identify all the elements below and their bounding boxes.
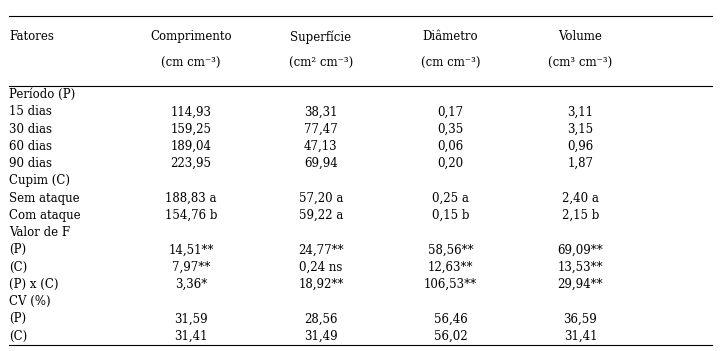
- Text: CV (%): CV (%): [9, 295, 51, 308]
- Text: Valor de F: Valor de F: [9, 226, 71, 239]
- Text: 77,47: 77,47: [304, 122, 337, 135]
- Text: 56,46: 56,46: [434, 312, 467, 325]
- Text: 2,40 a: 2,40 a: [562, 192, 599, 205]
- Text: Com ataque: Com ataque: [9, 209, 81, 222]
- Text: Diâmetro: Diâmetro: [423, 30, 479, 44]
- Text: (P): (P): [9, 243, 27, 256]
- Text: 3,15: 3,15: [567, 122, 593, 135]
- Text: 189,04: 189,04: [171, 140, 211, 153]
- Text: 58,56**: 58,56**: [428, 243, 474, 256]
- Text: 18,92**: 18,92**: [298, 278, 343, 291]
- Text: 188,83 a: 188,83 a: [165, 192, 217, 205]
- Text: 30 dias: 30 dias: [9, 122, 53, 135]
- Text: Período (P): Período (P): [9, 88, 76, 101]
- Text: 7,97**: 7,97**: [172, 260, 211, 273]
- Text: 47,13: 47,13: [304, 140, 337, 153]
- Text: 31,41: 31,41: [174, 330, 208, 343]
- Text: 3,11: 3,11: [567, 105, 593, 118]
- Text: 69,94: 69,94: [304, 157, 337, 170]
- Text: 159,25: 159,25: [171, 122, 211, 135]
- Text: 60 dias: 60 dias: [9, 140, 53, 153]
- Text: 12,63**: 12,63**: [428, 260, 474, 273]
- Text: 223,95: 223,95: [171, 157, 211, 170]
- Text: Comprimento: Comprimento: [150, 30, 232, 44]
- Text: 0,24 ns: 0,24 ns: [299, 260, 342, 273]
- Text: 28,56: 28,56: [304, 312, 337, 325]
- Text: 106,53**: 106,53**: [424, 278, 477, 291]
- Text: Fatores: Fatores: [9, 30, 54, 44]
- Text: 13,53**: 13,53**: [557, 260, 603, 273]
- Text: 56,02: 56,02: [434, 330, 467, 343]
- Text: 29,94**: 29,94**: [557, 278, 603, 291]
- Text: 14,51**: 14,51**: [168, 243, 214, 256]
- Text: 0,35: 0,35: [438, 122, 464, 135]
- Text: (cm³ cm⁻³): (cm³ cm⁻³): [548, 57, 613, 70]
- Text: 31,41: 31,41: [564, 330, 597, 343]
- Text: Sem ataque: Sem ataque: [9, 192, 80, 205]
- Text: 1,87: 1,87: [567, 157, 593, 170]
- Text: 57,20 a: 57,20 a: [298, 192, 343, 205]
- Text: Cupim (C): Cupim (C): [9, 174, 71, 187]
- Text: 15 dias: 15 dias: [9, 105, 52, 118]
- Text: Volume: Volume: [559, 30, 602, 44]
- Text: 0,17: 0,17: [438, 105, 464, 118]
- Text: 0,20: 0,20: [438, 157, 464, 170]
- Text: (C): (C): [9, 330, 27, 343]
- Text: 31,49: 31,49: [304, 330, 337, 343]
- Text: 2,15 b: 2,15 b: [562, 209, 599, 222]
- Text: 154,76 b: 154,76 b: [165, 209, 217, 222]
- Text: 38,31: 38,31: [304, 105, 337, 118]
- Text: (cm cm⁻³): (cm cm⁻³): [162, 57, 221, 70]
- Text: 36,59: 36,59: [564, 312, 597, 325]
- Text: 114,93: 114,93: [171, 105, 211, 118]
- Text: (P): (P): [9, 312, 27, 325]
- Text: 59,22 a: 59,22 a: [298, 209, 343, 222]
- Text: 90 dias: 90 dias: [9, 157, 53, 170]
- Text: (C): (C): [9, 260, 27, 273]
- Text: 0,25 a: 0,25 a: [432, 192, 469, 205]
- Text: 0,06: 0,06: [438, 140, 464, 153]
- Text: 3,36*: 3,36*: [175, 278, 207, 291]
- Text: (P) x (C): (P) x (C): [9, 278, 59, 291]
- Text: (cm² cm⁻³): (cm² cm⁻³): [288, 57, 353, 70]
- Text: Superfície: Superfície: [291, 30, 351, 44]
- Text: (cm cm⁻³): (cm cm⁻³): [421, 57, 480, 70]
- Text: 31,59: 31,59: [174, 312, 208, 325]
- Text: 0,96: 0,96: [567, 140, 593, 153]
- Text: 0,15 b: 0,15 b: [432, 209, 469, 222]
- Text: 69,09**: 69,09**: [557, 243, 603, 256]
- Text: 24,77**: 24,77**: [298, 243, 344, 256]
